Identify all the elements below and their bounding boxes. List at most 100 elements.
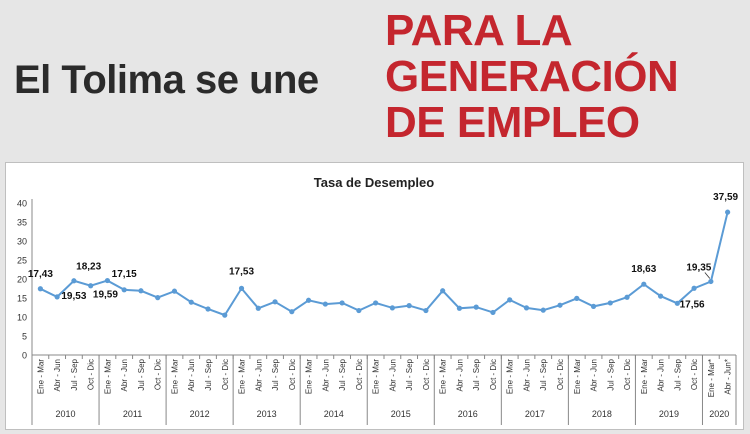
x-tick-label: Ene - Mar* xyxy=(707,359,716,397)
x-tick-label: Ene - Mar xyxy=(573,359,582,394)
x-tick-label: Ene - Mar xyxy=(305,359,314,394)
y-tick-label: 10 xyxy=(17,313,27,323)
x-tick-label: Abr - Jun xyxy=(388,359,397,391)
data-point xyxy=(138,288,144,294)
data-point xyxy=(339,300,345,306)
x-tick-label: Abr - Jun xyxy=(455,359,464,391)
year-label: 2015 xyxy=(391,409,411,419)
data-point xyxy=(389,305,395,311)
data-point xyxy=(255,305,261,311)
year-label: 2010 xyxy=(56,409,76,419)
x-tick-label: Ene - Mar xyxy=(439,359,448,394)
x-tick-label: Ene - Mar xyxy=(372,359,381,394)
x-tick-label: Jul - Sep xyxy=(539,358,548,390)
x-tick-label: Oct - Dic xyxy=(489,359,498,390)
x-tick-label: Ene - Mar xyxy=(506,359,515,394)
year-labels: 2010 2011 2012 2013 2014 2015 2016 2017 2018 2019… xyxy=(31,355,737,425)
data-point xyxy=(557,302,563,308)
data-point xyxy=(222,312,228,318)
y-tick-label: 5 xyxy=(22,332,27,342)
data-labels: 17,43 19,53 18,23 19,59 17,15 17,53 18,63 17,56… xyxy=(28,192,739,310)
data-point xyxy=(272,299,278,305)
x-tick-label: Oct - Dic xyxy=(690,359,699,390)
chart-panel: Tasa de Desempleo 0 5 10 15 20 25 30 35 40 Ene -… xyxy=(5,162,744,430)
x-tick-label: Jul - Sep xyxy=(204,358,213,390)
x-tick-label: Jul - Sep xyxy=(338,358,347,390)
data-point xyxy=(490,309,496,316)
data-point xyxy=(523,305,530,311)
y-tick-label: 40 xyxy=(17,199,27,209)
x-tick-label: Oct - Dic xyxy=(288,359,297,390)
x-tick-label: Abr - Jun* xyxy=(724,359,733,395)
data-point xyxy=(37,286,43,292)
x-tick-label: Abr - Jun xyxy=(120,359,129,391)
data-label: 19,35 xyxy=(686,262,711,273)
year-label: 2020 xyxy=(709,409,729,419)
data-point xyxy=(205,306,211,312)
data-point xyxy=(456,305,463,311)
x-tick-label: Oct - Dic xyxy=(154,359,163,390)
data-point xyxy=(507,297,513,303)
data-label-leader xyxy=(704,272,711,279)
x-tick-label: Ene - Mar xyxy=(36,359,45,394)
data-point xyxy=(406,303,412,309)
x-tick-label: Ene - Mar xyxy=(640,359,649,394)
data-point xyxy=(104,277,111,284)
x-tick-label: Oct - Dic xyxy=(355,359,364,390)
data-label: 19,59 xyxy=(93,290,118,301)
x-tick-label: Abr - Jun xyxy=(590,359,599,391)
data-point xyxy=(305,297,312,303)
data-point xyxy=(674,300,680,306)
data-point xyxy=(171,288,178,294)
data-label: 19,53 xyxy=(61,291,86,302)
data-point xyxy=(373,300,379,306)
data-point xyxy=(71,278,77,284)
x-tick-label: Jul - Sep xyxy=(606,358,615,390)
chart-title: Tasa de Desempleo xyxy=(314,175,434,190)
data-point xyxy=(155,295,161,301)
data-label: 17,56 xyxy=(680,299,705,310)
data-point xyxy=(54,294,60,300)
x-tick-label: Oct - Dic xyxy=(623,359,632,390)
banner-slogan: PARA LA GENERACIÓN DE EMPLEO xyxy=(385,8,679,147)
year-label: 2012 xyxy=(190,409,210,419)
x-tick-label: Jul - Sep xyxy=(271,358,280,390)
data-label: 18,63 xyxy=(631,264,656,275)
y-tick-label: 15 xyxy=(17,294,27,304)
unemployment-chart: Tasa de Desempleo 0 5 10 15 20 25 30 35 40 Ene -… xyxy=(17,175,739,425)
data-point xyxy=(440,288,446,294)
data-point xyxy=(725,209,731,215)
year-label: 2018 xyxy=(592,409,612,419)
data-point xyxy=(657,293,664,299)
data-point xyxy=(289,309,295,315)
data-point xyxy=(88,283,94,289)
x-tick-label: Oct - Dic xyxy=(422,359,431,390)
data-point xyxy=(574,295,580,301)
x-tick-label: Abr - Jun xyxy=(522,359,531,391)
y-tick-label: 30 xyxy=(17,237,27,247)
year-label: 2017 xyxy=(525,409,545,419)
x-tick-label: Oct - Dic xyxy=(221,359,230,390)
y-tick-label: 25 xyxy=(17,256,27,266)
x-tick-label: Jul - Sep xyxy=(405,358,414,390)
year-label: 2013 xyxy=(257,409,277,419)
data-label: 17,53 xyxy=(229,266,254,277)
x-tick-label: Jul - Sep xyxy=(673,358,682,390)
x-tick-label: Jul - Sep xyxy=(70,358,79,390)
data-point xyxy=(121,287,127,293)
data-point xyxy=(590,303,597,309)
x-tick-label: Jul - Sep xyxy=(137,358,146,390)
data-point xyxy=(423,307,429,314)
data-point xyxy=(238,285,245,291)
data-point xyxy=(473,304,479,310)
banner-slogan-line-3: DE EMPLEO xyxy=(385,98,640,147)
x-tick-label: Ene - Mar xyxy=(170,359,179,394)
data-label: 17,15 xyxy=(112,269,137,280)
year-label: 2014 xyxy=(324,409,344,419)
x-tick-label: Abr - Jun xyxy=(187,359,196,391)
data-point xyxy=(540,307,546,313)
x-tick-label: Ene - Mar xyxy=(103,359,112,394)
y-tick-label: 20 xyxy=(17,275,27,285)
data-point xyxy=(708,278,714,285)
x-tick-label: Ene - Mar xyxy=(238,359,247,394)
